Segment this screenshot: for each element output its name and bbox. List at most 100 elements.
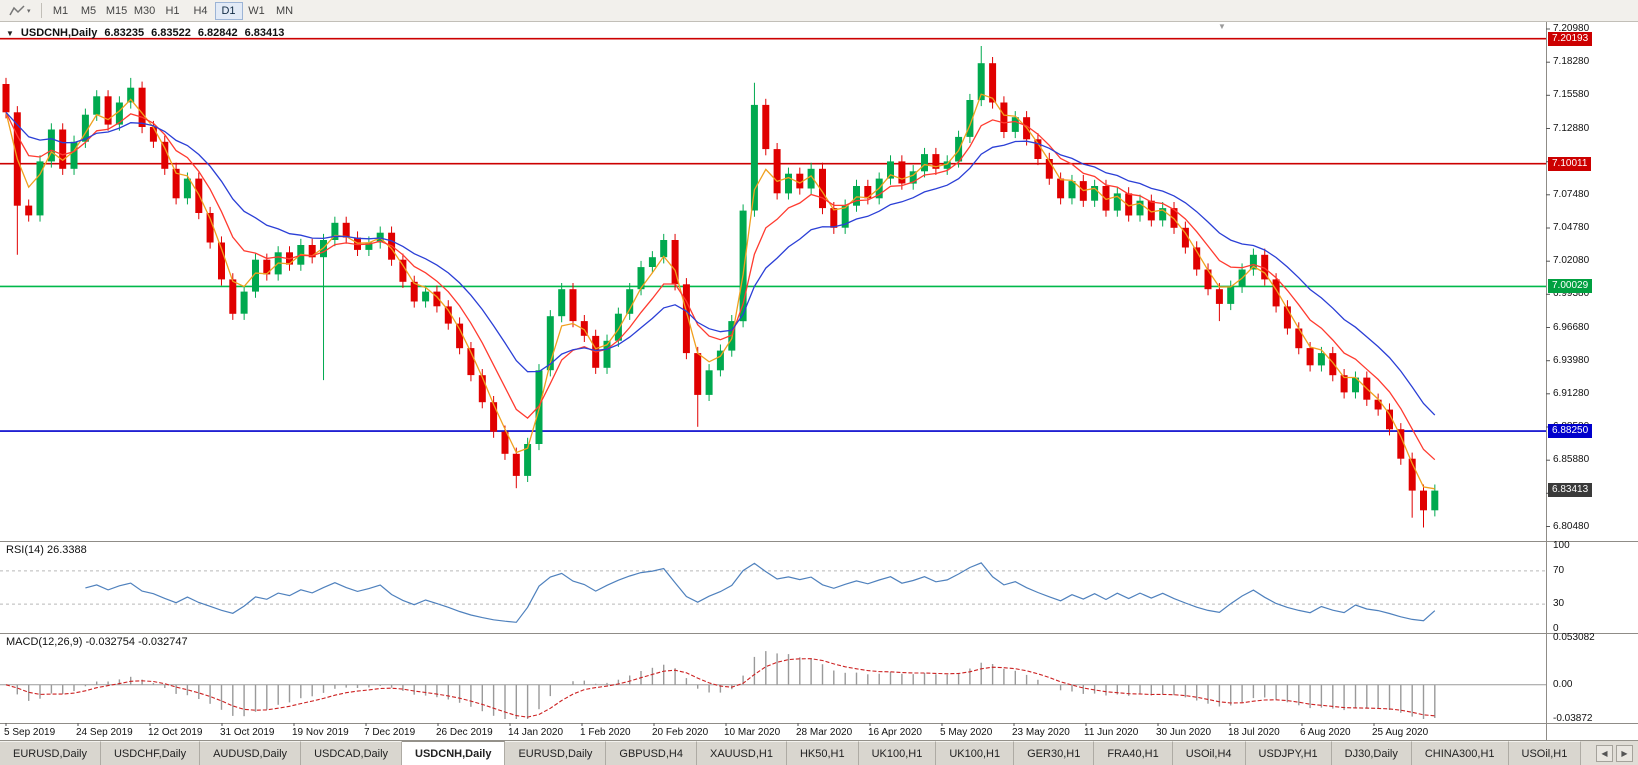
date-axis-label: 19 Nov 2019: [292, 727, 349, 738]
tab-scroll-right-button[interactable]: ▶: [1616, 744, 1633, 762]
chart-line-icon: [9, 4, 25, 15]
timeframe-button-h1[interactable]: H1: [159, 2, 187, 20]
date-axis-label: 12 Oct 2019: [148, 727, 203, 738]
chart-tab-gbpusd-h4[interactable]: GBPUSD,H4: [606, 741, 697, 765]
rsi-name: RSI(14): [6, 544, 44, 556]
toolbar: ▾ M1 M5 M15 M30 H1 H4 D1 W1 MN: [0, 0, 1638, 22]
price-axis-label: 6.91280: [1553, 387, 1590, 399]
timeframe-button-d1[interactable]: D1: [214, 1, 243, 20]
rsi-value: 26.3388: [46, 544, 87, 556]
date-axis-label: 14 Jan 2020: [508, 727, 564, 738]
date-axis-label: 30 Jun 2020: [1156, 727, 1212, 738]
price-axis[interactable]: 7.209807.182807.155807.128807.101807.074…: [1547, 22, 1638, 740]
price-axis-label: 6.85880: [1553, 454, 1590, 466]
price-axis-label: 7.15580: [1553, 89, 1590, 101]
toolbar-separator: [40, 3, 42, 18]
macd-signal-line: [5, 658, 1435, 718]
chart-tab-bar: EURUSD,Daily USDCHF,Daily AUDUSD,Daily USDC…: [0, 740, 1638, 765]
tab-scroll-buttons: ◀ ▶: [1591, 741, 1638, 765]
price-axis-label: 6.99380: [1553, 288, 1590, 300]
timeframe-button-mn[interactable]: MN: [271, 2, 299, 20]
chart-tab-usdjpy-h1[interactable]: USDJPY,H1: [1245, 741, 1332, 765]
chart-tab-ger30-h1[interactable]: GER30,H1: [1014, 741, 1095, 765]
chart-title: ▼ USDCNH,Daily 6.83235 6.83522 6.82842 6…: [6, 27, 284, 39]
date-axis-label: 6 Aug 2020: [1300, 727, 1351, 738]
chart-tab-dj30-daily[interactable]: DJ30,Daily: [1331, 741, 1412, 765]
chart-tab-usoil-h4[interactable]: USOil,H4: [1172, 741, 1246, 765]
rsi-axis-label: 30: [1553, 598, 1565, 610]
date-axis-label: 31 Oct 2019: [220, 727, 275, 738]
chart-tabs: EURUSD,Daily USDCHF,Daily AUDUSD,Daily USDC…: [0, 741, 1582, 765]
date-axis-label: 24 Sep 2019: [76, 727, 133, 738]
timeframe-button-h4[interactable]: H4: [187, 2, 215, 20]
price-axis-label: 7.18280: [1553, 56, 1590, 68]
date-axis-label: 23 May 2020: [1012, 727, 1070, 738]
date-axis-label: 18 Jul 2020: [1228, 727, 1280, 738]
price-level-badge: 7.00029: [1548, 279, 1593, 294]
price-axis-label: 7.20980: [1553, 23, 1590, 34]
date-axis[interactable]: 5 Sep 2019 24 Sep 2019 12 Oct 2019 31 Oct 2…: [0, 725, 1546, 740]
chart-tab-usdchf-daily[interactable]: USDCHF,Daily: [100, 741, 201, 765]
pane-separators-and-ticks: [0, 22, 1638, 740]
chart-tab-uk100-h1[interactable]: UK100,H1: [858, 741, 937, 765]
date-axis-label: 7 Dec 2019: [364, 727, 416, 738]
chart-tab-xauusd-h1[interactable]: XAUUSD,H1: [696, 741, 787, 765]
chart-tab-usdcnh-daily[interactable]: USDCNH,Daily: [402, 741, 506, 765]
ohlc-high: 6.83522: [151, 27, 191, 39]
charts-toolbar-button[interactable]: ▾: [4, 2, 36, 20]
timeframe-button-m30[interactable]: M30: [131, 2, 159, 20]
chart-tab-china300-h1[interactable]: CHINA300,H1: [1411, 741, 1509, 765]
chart-tab-usdcad-daily[interactable]: USDCAD,Daily: [301, 741, 403, 765]
price-level-badge: 7.10011: [1548, 156, 1592, 171]
date-axis-label: 25 Aug 2020: [1372, 727, 1429, 738]
ohlc-close: 6.83413: [244, 27, 285, 39]
price-axis-label: 7.02080: [1553, 255, 1590, 267]
price-axis-label: 6.93980: [1553, 354, 1590, 366]
chart-tab-uk100-h1[interactable]: UK100,H1: [936, 741, 1015, 765]
current-price-badge: 6.83413: [1548, 483, 1593, 498]
tab-scroll-left-button[interactable]: ◀: [1596, 744, 1613, 762]
price-axis-label: 7.04780: [1553, 222, 1590, 233]
chart-tab-eurusd-daily[interactable]: EURUSD,Daily: [505, 741, 607, 765]
chart-tab-fra40-h1[interactable]: FRA40,H1: [1094, 741, 1173, 765]
chart-tab-usoil-h1[interactable]: USOil,H1: [1508, 741, 1582, 765]
macd-pane: [0, 651, 1546, 719]
arrow-left-icon: ◀: [1601, 748, 1608, 758]
price-axis-label: 6.80480: [1553, 520, 1590, 532]
price-axis-label: 7.07480: [1553, 188, 1590, 200]
date-axis-label: 1 Feb 2020: [580, 727, 631, 738]
rsi-line: [85, 562, 1436, 623]
chart-tab-hk50-h1[interactable]: HK50,H1: [786, 741, 859, 765]
rsi-axis-label: 100: [1553, 540, 1570, 551]
timeframe-button-m15[interactable]: M15: [103, 2, 131, 20]
ohlc-open: 6.83235: [104, 27, 145, 39]
rsi-pane: [0, 562, 1546, 623]
chevron-down-icon: ▾: [27, 7, 31, 15]
macd-value: -0.032754 -0.032747: [85, 636, 188, 648]
chart-symbol-period: USDCNH,Daily: [20, 27, 98, 39]
macd-axis-label: 0.00: [1553, 678, 1573, 690]
ohlc-low: 6.82842: [197, 27, 238, 39]
date-axis-label: 11 Jun 2020: [1084, 727, 1139, 738]
macd-axis-label: -0.03872: [1553, 713, 1593, 724]
one-click-trading-toggle-icon[interactable]: ▼: [6, 28, 14, 38]
price-axis-label: 6.96680: [1553, 321, 1590, 333]
timeframe-button-m5[interactable]: M5: [75, 2, 103, 20]
arrow-right-icon: ▶: [1621, 748, 1628, 758]
timeframe-button-w1[interactable]: W1: [243, 2, 271, 20]
date-axis-label: 28 Mar 2020: [796, 727, 853, 738]
rsi-axis-label: 0: [1553, 623, 1559, 634]
chart-tab-eurusd-daily[interactable]: EURUSD,Daily: [0, 741, 101, 765]
date-axis-label: 5 May 2020: [940, 727, 993, 738]
date-axis-label: 10 Mar 2020: [724, 727, 781, 738]
chart-tab-audusd-daily[interactable]: AUDUSD,Daily: [200, 741, 302, 765]
date-axis-label: 20 Feb 2020: [652, 727, 709, 738]
macd-indicator-label: MACD(12,26,9) -0.032754 -0.032747: [6, 636, 188, 648]
rsi-axis-label: 70: [1553, 564, 1565, 576]
chart-shift-marker-icon[interactable]: ▼: [1218, 22, 1226, 31]
moving-average-lines: [5, 93, 1436, 490]
timeframe-button-m1[interactable]: M1: [47, 2, 75, 20]
price-level-badge: 7.20193: [1548, 31, 1593, 46]
